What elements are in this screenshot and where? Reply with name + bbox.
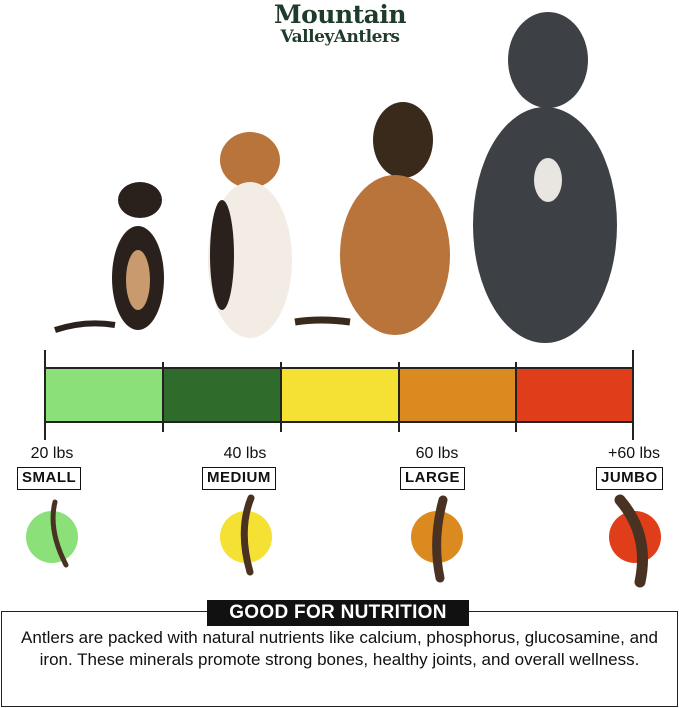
scale-tick bbox=[632, 350, 634, 440]
weight-label-jumbo: +60 lbs bbox=[607, 445, 661, 462]
weight-label-large: 60 lbs bbox=[415, 445, 459, 462]
antler-small-image bbox=[50, 499, 69, 568]
brand-logo: Mountain ValleyAntlers bbox=[260, 2, 420, 46]
scale-segment-xlarge bbox=[399, 367, 516, 423]
nutrition-title: GOOD FOR NUTRITION bbox=[207, 600, 469, 626]
beagle-image bbox=[208, 132, 292, 338]
weight-label-medium: 40 lbs bbox=[223, 445, 267, 462]
scale-segment-jumbo bbox=[516, 367, 633, 423]
scale-segment-large bbox=[281, 367, 399, 423]
size-label-large: LARGE bbox=[400, 467, 465, 490]
scale-tick bbox=[515, 362, 517, 432]
scale-tick bbox=[280, 362, 282, 432]
nutrition-text: Antlers are packed with natural nutrient… bbox=[21, 628, 658, 669]
antler-jumbo-image bbox=[614, 494, 648, 588]
logo-line-1: Mountain bbox=[273, 0, 407, 29]
size-label-small: SMALL bbox=[17, 467, 82, 490]
scale-segment-medium bbox=[163, 367, 281, 423]
german-shepherd-image bbox=[294, 102, 450, 335]
weight-label-small: 20 lbs bbox=[30, 445, 74, 462]
antler-medium-image bbox=[240, 494, 255, 576]
scale-tick bbox=[162, 362, 164, 432]
scale-tick bbox=[398, 362, 400, 432]
antlers-illustration bbox=[50, 494, 648, 588]
size-label-jumbo: JUMBO bbox=[596, 467, 663, 490]
chihuahua-image bbox=[54, 182, 164, 333]
scale-tick bbox=[44, 350, 46, 440]
nutrition-info-box: Antlers are packed with natural nutrient… bbox=[1, 611, 678, 707]
scale-segment-small bbox=[45, 367, 163, 423]
great-dane-image bbox=[473, 12, 617, 343]
size-label-medium: MEDIUM bbox=[202, 467, 276, 490]
dogs-illustration bbox=[54, 12, 617, 343]
logo-line-2: ValleyAntlers bbox=[280, 27, 400, 47]
antler-large-image bbox=[432, 495, 448, 583]
